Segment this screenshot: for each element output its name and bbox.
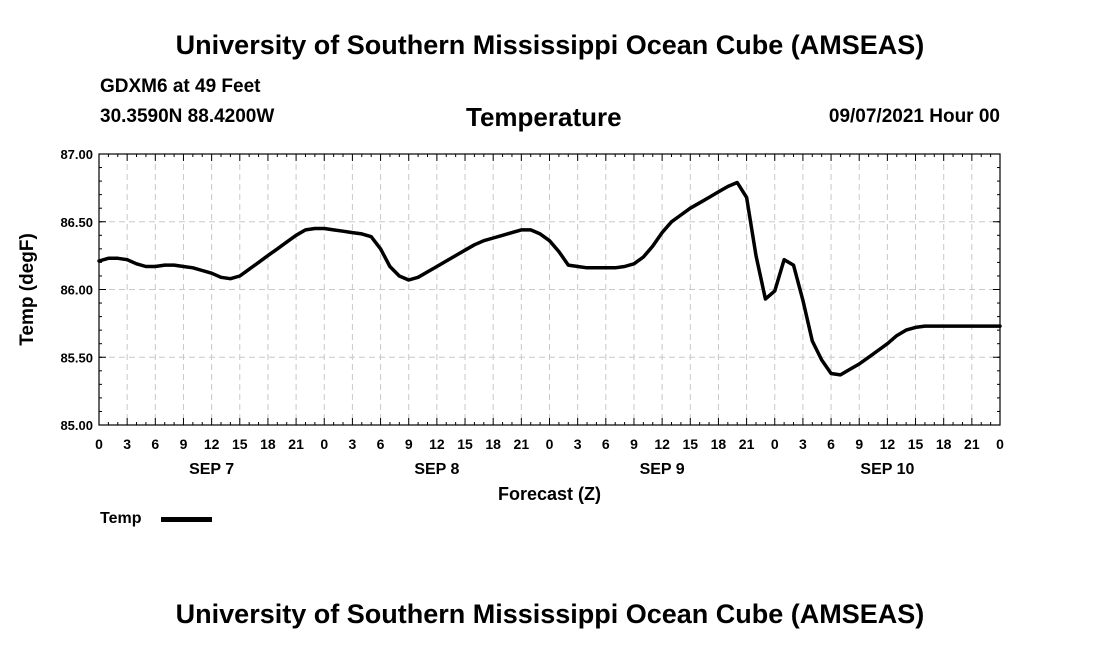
y-tick-label: 86.50 [60, 215, 93, 230]
x-tick-label: 0 [95, 436, 103, 452]
x-tick-label: 21 [514, 436, 530, 452]
x-tick-label: 0 [320, 436, 328, 452]
x-tick-label: 3 [574, 436, 582, 452]
report-title: University of Southern Mississippi Ocean… [175, 30, 925, 60]
y-tick-label: 85.00 [60, 418, 93, 433]
plot-frame [98, 153, 1001, 426]
x-tick-label: 6 [602, 436, 610, 452]
x-tick-label: 18 [485, 436, 501, 452]
x-tick-label: 12 [429, 436, 445, 452]
station-label: GDXM6 at 49 Feet [100, 76, 261, 97]
y-tick-label: 87.00 [60, 147, 93, 162]
x-tick-label: 0 [546, 436, 554, 452]
x-tick-label: 3 [123, 436, 131, 452]
day-label: SEP 9 [640, 461, 685, 478]
legend-line-swatch [161, 517, 212, 522]
x-tick-label: 3 [349, 436, 357, 452]
x-tick-label: 12 [204, 436, 220, 452]
x-tick-label: 0 [996, 436, 1004, 452]
forecast-datetime: 09/07/2021 Hour 00 [828, 106, 1000, 127]
x-tick-label: 12 [654, 436, 670, 452]
x-tick-label: 15 [908, 436, 924, 452]
x-tick-label: 21 [288, 436, 304, 452]
day-label: SEP 7 [189, 461, 234, 478]
x-tick-label: 3 [799, 436, 807, 452]
y-tick-label: 85.50 [60, 350, 93, 365]
x-tick-label: 9 [180, 436, 188, 452]
x-tick-label: 18 [711, 436, 727, 452]
x-tick-label: 21 [964, 436, 980, 452]
day-label: SEP 8 [414, 461, 459, 478]
legend-label: Temp [100, 510, 142, 527]
y-tick-label: 86.00 [60, 283, 93, 298]
x-tick-label: 18 [936, 436, 952, 452]
y-axis-label: Temp (degF) [17, 233, 38, 346]
x-tick-label: 9 [405, 436, 413, 452]
temp-series-line [97, 180, 1002, 377]
station-coordinates: 30.3590N 88.4200W [100, 106, 275, 127]
x-tick-label: 6 [151, 436, 159, 452]
footer-title: University of Southern Mississippi Ocean… [175, 599, 925, 629]
chart-title: Temperature [466, 102, 622, 132]
x-tick-label: 9 [630, 436, 638, 452]
day-label: SEP 10 [860, 461, 914, 478]
x-tick-label: 12 [880, 436, 896, 452]
x-tick-label: 6 [377, 436, 385, 452]
x-tick-label: 6 [827, 436, 835, 452]
x-tick-label: 21 [739, 436, 755, 452]
x-tick-label: 15 [457, 436, 473, 452]
x-tick-label: 15 [682, 436, 698, 452]
x-axis-label: Forecast (Z) [498, 484, 601, 504]
x-tick-label: 15 [232, 436, 248, 452]
x-tick-label: 18 [260, 436, 276, 452]
x-tick-label: 9 [855, 436, 863, 452]
x-tick-label: 0 [771, 436, 779, 452]
